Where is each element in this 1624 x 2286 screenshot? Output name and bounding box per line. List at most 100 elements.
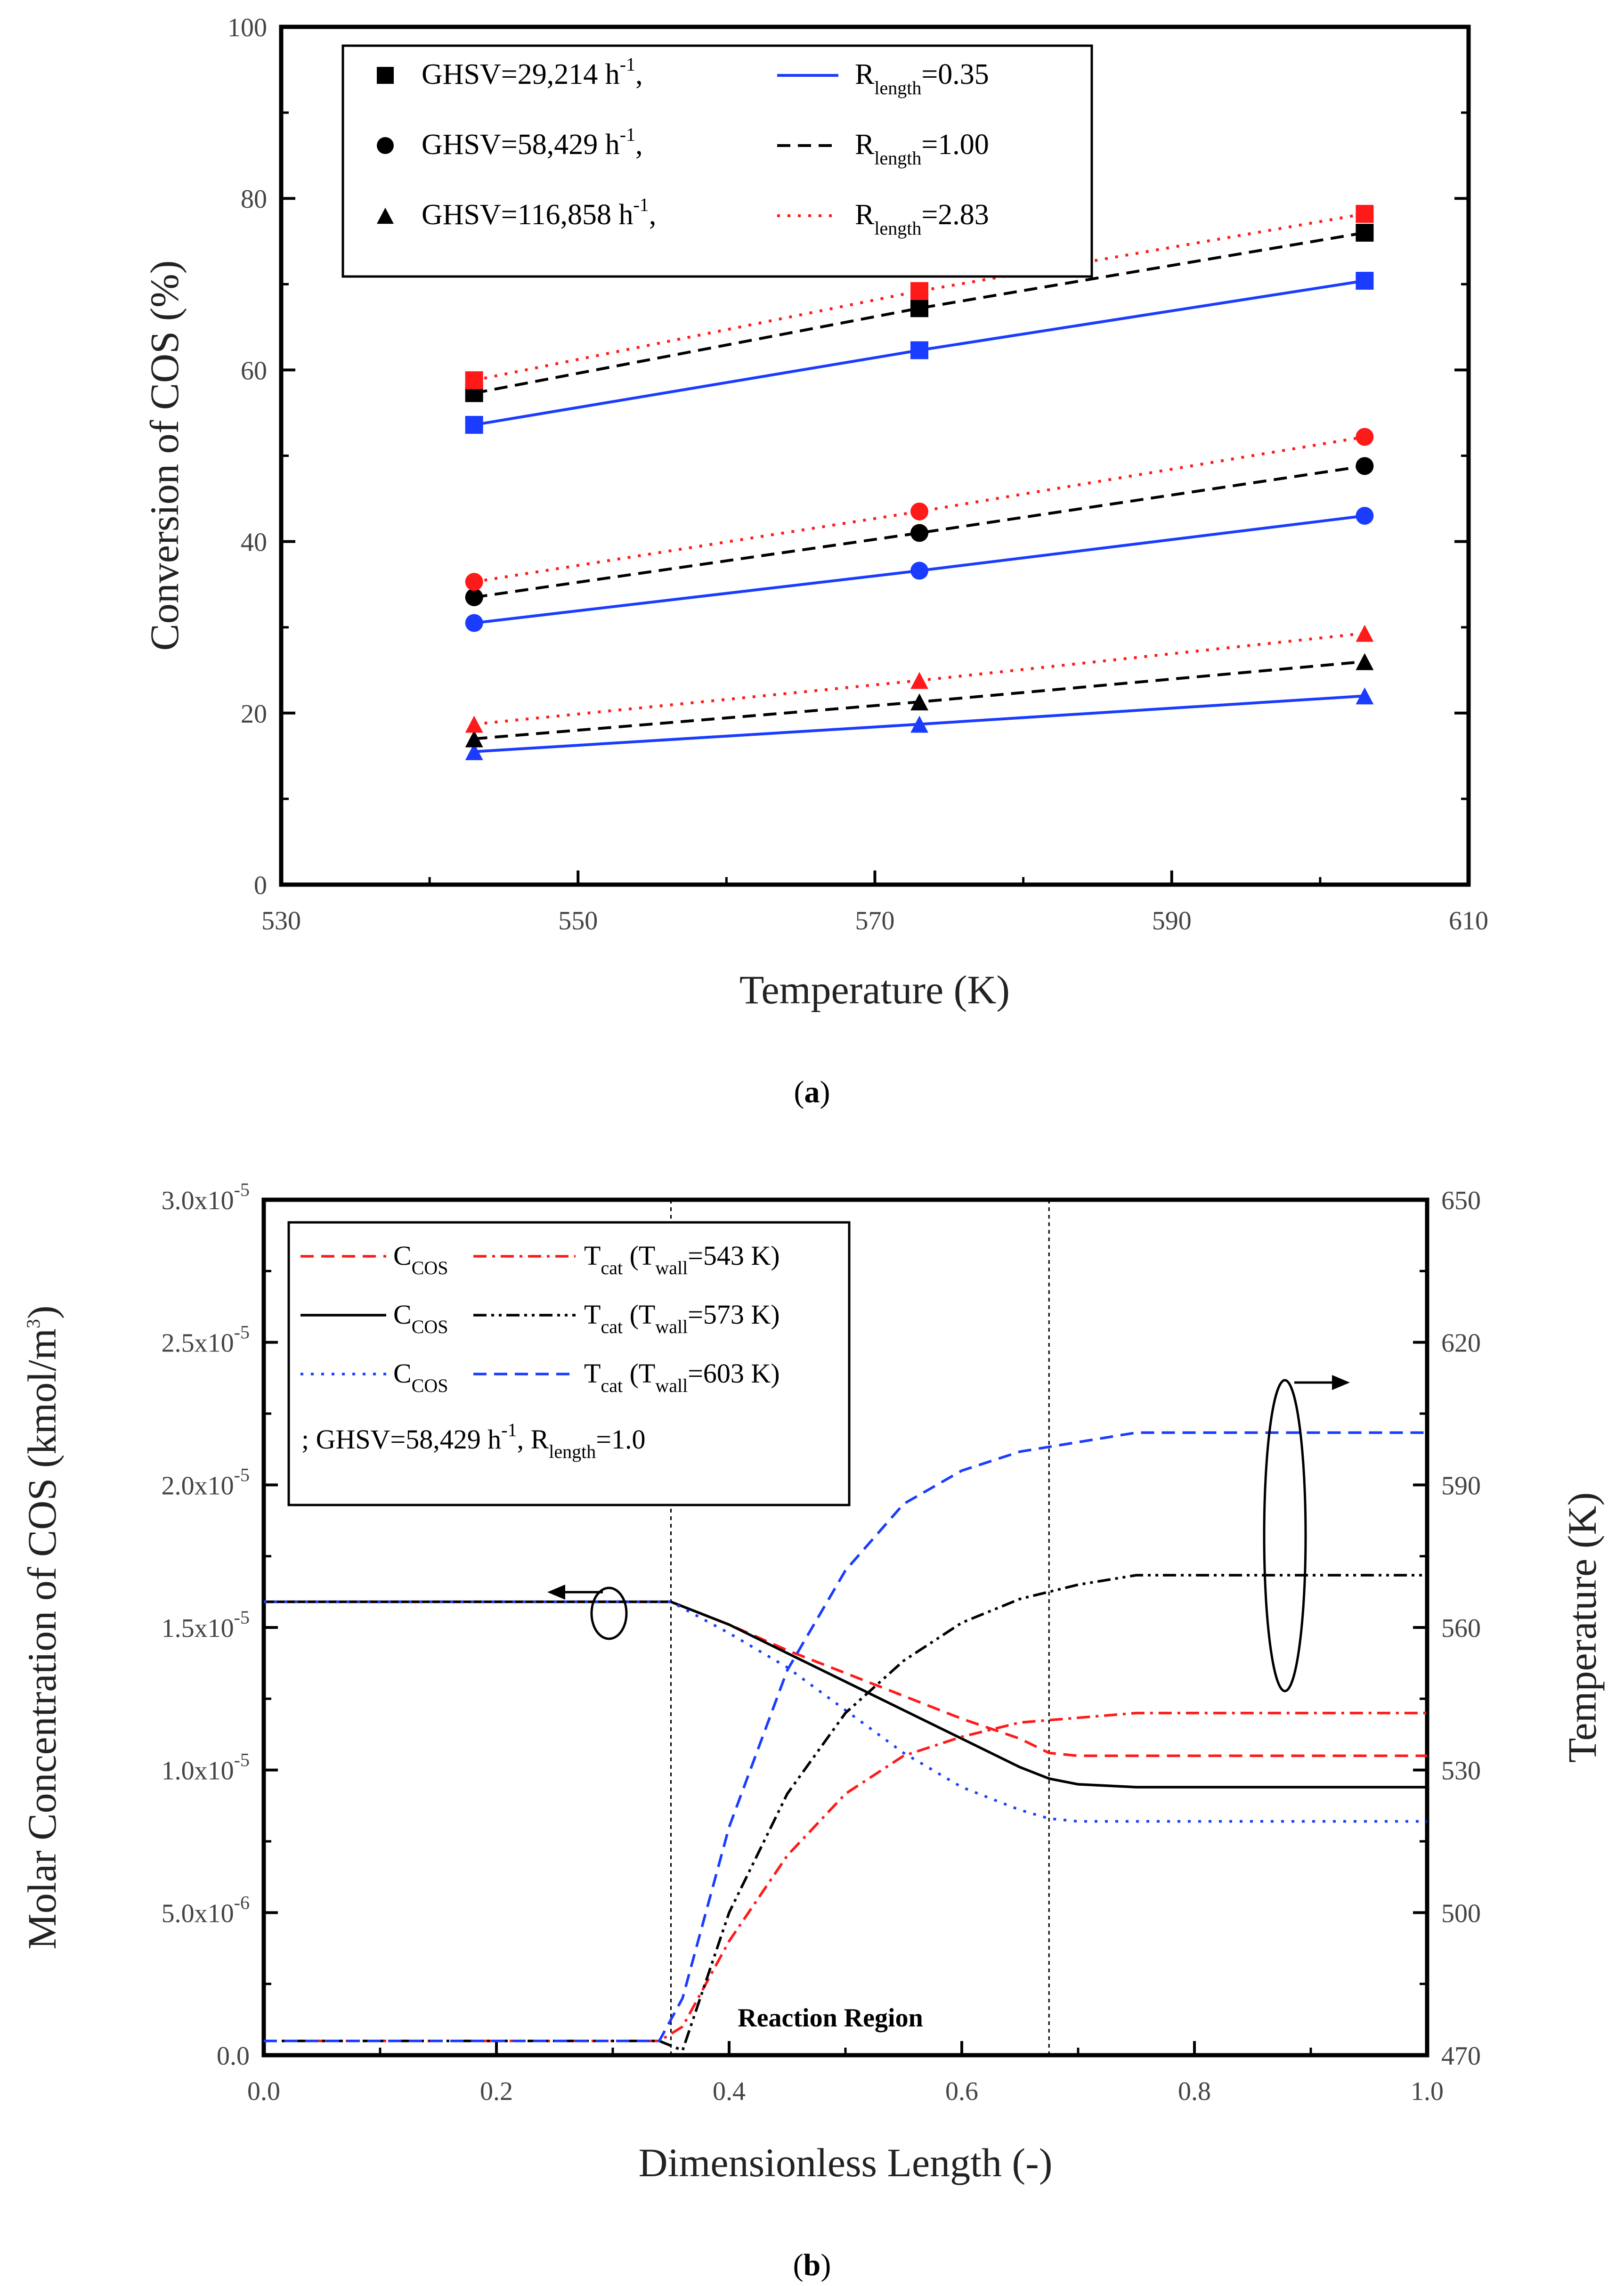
panel-b-caption: (b) [793,2248,831,2282]
text-span: R [855,58,875,90]
text-span: , [649,199,657,231]
legend-marker-square [377,67,394,84]
text-span: R [855,199,875,231]
x-tick-label: 0.8 [1178,2077,1211,2106]
text-span: -6 [234,1892,250,1913]
text-span: -5 [234,1749,250,1771]
text-span: T [584,1358,601,1389]
series-line [474,464,1365,599]
text-span: ; GHSV=58,429 h [301,1424,501,1455]
y-tick-label: 0.0 [217,2042,250,2071]
x-tick-label: 610 [1449,906,1488,936]
x-tick-label: 530 [261,906,301,936]
y2-tick-label: 560 [1441,1614,1481,1643]
text-span: length [874,218,921,239]
series-line [474,231,1365,395]
y2-tick-label: 620 [1441,1329,1481,1358]
x-tick-label: 570 [855,906,895,936]
data-point-circle [465,573,483,591]
text-span: wall [655,1257,688,1278]
text-span: (T [623,1240,655,1271]
series-line [264,1711,1427,2042]
text-span: -1 [620,54,635,75]
panel-b-left-y-ticks: 0.05.0x10-61.0x10-51.5x10-52.0x10-52.5x1… [162,1179,278,2071]
text-span: =2.83 [921,199,989,231]
y-tick-label: 2.5x10-5 [162,1322,250,1358]
text-span: -5 [234,1607,250,1628]
text-span: (T [623,1358,655,1389]
y2-tick-label: 590 [1441,1471,1481,1500]
left-axis-indicator-icon [547,1585,628,1640]
data-point-triangle [1356,687,1374,705]
y2-tick-label: 650 [1441,1186,1481,1215]
x-tick-label: 0.0 [247,2077,280,2106]
legend-ghsv-label: GHSV=116,858 h-1, [422,194,656,231]
right-axis-indicator-icon [1263,1375,1350,1692]
text-span: length [549,1441,596,1462]
data-point-triangle [910,672,929,689]
panel-b-right-y-ticks: 470 500 530 560 590 620 650 [1413,1186,1481,2071]
y2-tick-label: 500 [1441,1899,1481,1928]
legend-c-label: CCOS [393,1358,448,1396]
text-span: -1 [620,124,635,145]
panel-b-legend-box [287,1221,851,1506]
text-span: -5 [234,1322,250,1343]
data-point-circle [910,502,929,521]
x-tick-label: 0.4 [713,2077,746,2106]
series-line [264,1600,1427,1823]
y-tick-label: 3.0x10-5 [162,1179,250,1215]
y2-tick-label: 470 [1441,2042,1481,2071]
panel-a-x-ticks: 530 550 570 590 610 [261,870,1488,936]
data-point-triangle [910,693,929,711]
legend-c-label: CCOS [393,1299,448,1337]
series-line [264,1574,1427,2052]
data-point-circle [1356,506,1374,525]
text-span: R [855,129,875,161]
reaction-region-label: Reaction Region [738,2003,923,2033]
text-span: COS [412,1257,448,1278]
data-point-square [1356,272,1374,290]
text-span: 1.0x10 [162,1757,234,1786]
text-span: 0.0 [217,2042,250,2071]
text-span: 5.0x10 [162,1899,234,1928]
text-span: =573 K) [688,1299,780,1330]
text-span: COS [412,1375,448,1396]
text-span: -1 [633,194,649,215]
y-tick-label: 60 [241,356,267,385]
legend-t-label: Tcat (Twall=543 K) [584,1240,780,1278]
panel-a-caption: (a) [794,1075,830,1109]
x-tick-label: 1.0 [1411,2077,1444,2106]
data-point-triangle [465,743,483,760]
text-span: =603 K) [688,1358,780,1389]
text-span: -5 [234,1464,250,1485]
text-span: 2.0x10 [162,1471,234,1500]
legend-t-label: Tcat (Twall=573 K) [584,1299,780,1337]
data-point-triangle [910,716,929,733]
text-span: -5 [234,1179,250,1200]
panel-a-series-markers [465,204,1374,760]
legend-note: ; GHSV=58,429 h-1, Rlength=1.0 [301,1419,645,1462]
panel-b-chart: 0.0 0.2 0.4 0.6 0.8 1.0 0.05.0x10-61.0x10-51.… [19,1179,1605,2282]
y-tick-label: 80 [241,185,267,214]
panel-b-x-ticks: 0.0 0.2 0.4 0.6 0.8 1.0 [247,2041,1444,2106]
text-span: , [635,129,643,161]
data-point-square [1356,224,1374,242]
text-span: cat [601,1316,623,1337]
y-tick-label: 2.0x10-5 [162,1464,250,1500]
series-line [264,1600,1427,1757]
legend-c-label: CCOS [393,1240,448,1278]
panel-a-y-axis-title: Conversion of COS (%) [142,260,187,651]
text-span: GHSV=29,214 h [422,58,620,90]
data-point-triangle [1356,625,1374,642]
x-tick-label: 550 [558,906,598,936]
text-span: GHSV=116,858 h [422,199,633,231]
y-tick-label: 100 [227,13,267,42]
series-line [264,1600,1427,1789]
text-span: (T [623,1299,655,1330]
y-tick-label: 20 [241,700,267,729]
text-span: , R [517,1424,549,1455]
x-tick-label: 0.6 [945,2077,978,2106]
panel-a-legend: GHSV=29,214 h-1, Rlength=0.35GHSV=58,429 … [341,44,1093,278]
y-tick-label: 1.5x10-5 [162,1607,250,1643]
